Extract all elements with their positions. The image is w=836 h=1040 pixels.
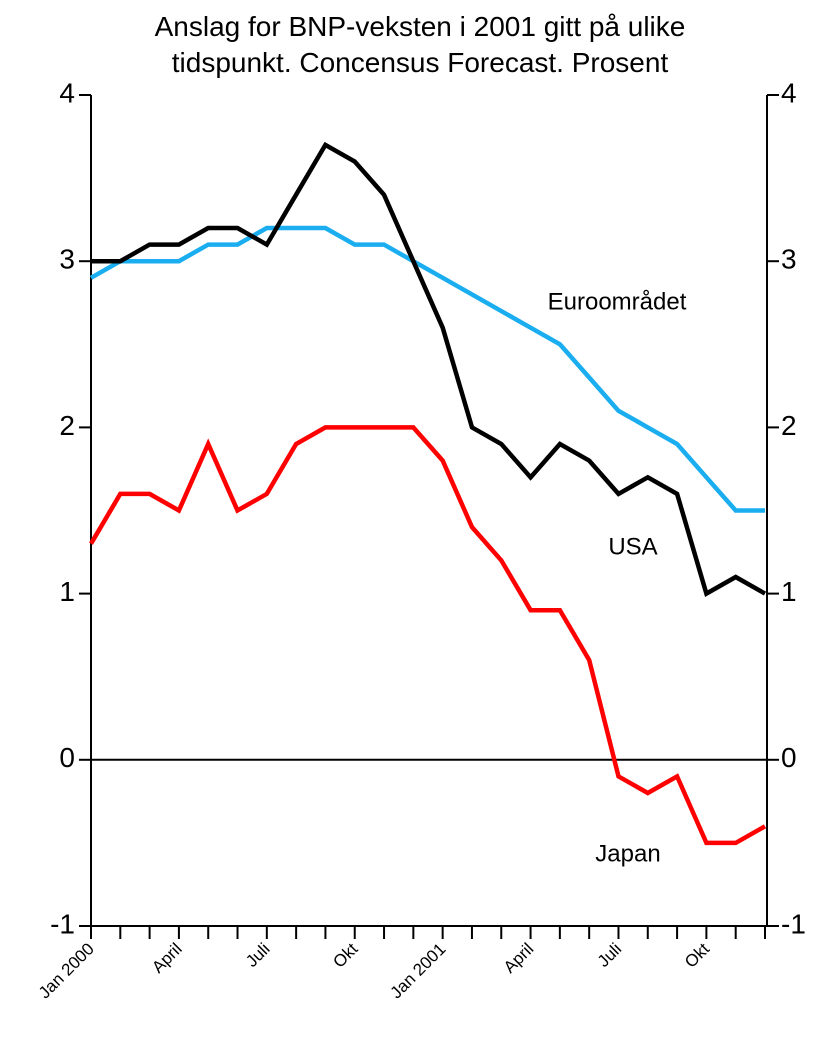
series-label: Euroområdet [548, 288, 687, 315]
x-tick-label: Okt [681, 939, 713, 971]
series-line [89, 425, 767, 846]
x-tick-label: Juli [594, 939, 625, 970]
series-label: USA [608, 533, 657, 560]
y2-tick-label: -1 [781, 908, 806, 939]
y2-tick-label: 4 [781, 77, 797, 108]
x-tick-label: Jan 2000 [35, 939, 98, 1002]
y-tick-label: 4 [59, 77, 75, 108]
chart-title: tidspunkt. Concensus Forecast. Prosent [172, 47, 669, 78]
x-tick-label: Okt [329, 939, 361, 971]
y2-tick-label: 2 [781, 410, 797, 441]
x-tick-label: Jan 2001 [387, 939, 450, 1002]
y-tick-label: -1 [50, 908, 75, 939]
y2-tick-label: 1 [781, 576, 797, 607]
y-tick-label: 1 [59, 576, 75, 607]
series-line [91, 141, 767, 597]
x-tick-label: April [148, 939, 185, 976]
x-tick-label: April [500, 939, 537, 976]
chart-title: Anslag for BNP-veksten i 2001 gitt på ul… [155, 11, 686, 42]
series-line [89, 225, 765, 513]
y-tick-label: 0 [59, 742, 75, 773]
y2-tick-label: 0 [781, 742, 797, 773]
y2-tick-label: 3 [781, 244, 797, 275]
series-label: Japan [595, 840, 660, 867]
y-tick-label: 3 [59, 244, 75, 275]
x-tick-label: Juli [242, 939, 273, 970]
y-tick-label: 2 [59, 410, 75, 441]
